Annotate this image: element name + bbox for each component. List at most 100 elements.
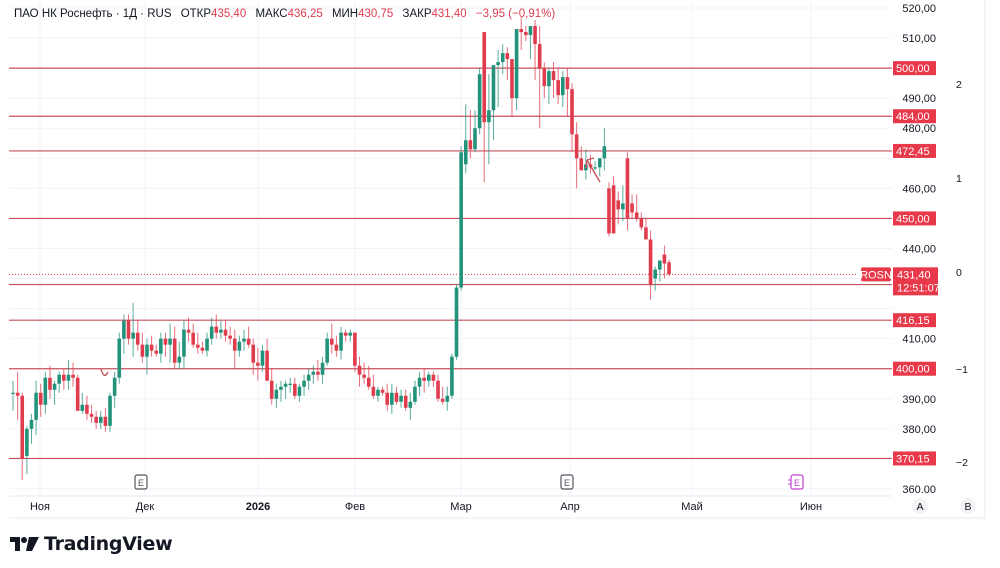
candle[interactable] <box>597 158 602 177</box>
candle[interactable] <box>131 302 135 357</box>
candle[interactable] <box>542 62 547 99</box>
symbol-name[interactable]: ПАО НК Роснефть <box>14 8 113 20</box>
earnings-event-icon[interactable]: E <box>788 474 804 490</box>
candle[interactable] <box>325 332 329 366</box>
candle[interactable] <box>496 50 500 108</box>
candle[interactable] <box>117 332 122 384</box>
candle[interactable] <box>265 338 269 381</box>
candle[interactable] <box>500 44 505 75</box>
candle[interactable] <box>293 377 297 399</box>
candle[interactable] <box>362 362 366 384</box>
candle[interactable] <box>394 386 399 405</box>
candle[interactable] <box>311 365 316 384</box>
candle[interactable] <box>251 338 256 375</box>
candle[interactable] <box>306 368 311 390</box>
candle[interactable] <box>191 323 195 348</box>
candle[interactable] <box>80 392 85 414</box>
candle[interactable] <box>454 284 459 360</box>
candle[interactable] <box>339 326 343 360</box>
candle[interactable] <box>519 17 523 51</box>
candle[interactable] <box>366 365 371 390</box>
candle[interactable] <box>533 20 537 81</box>
candle[interactable] <box>602 128 607 171</box>
candle[interactable] <box>634 194 639 222</box>
candle[interactable] <box>510 59 514 117</box>
candle[interactable] <box>302 374 306 396</box>
candle[interactable] <box>403 389 408 411</box>
candle[interactable] <box>85 395 89 420</box>
candle[interactable] <box>219 320 223 339</box>
candle[interactable] <box>639 212 644 231</box>
candle[interactable] <box>570 83 574 153</box>
candle[interactable] <box>390 383 394 414</box>
candle[interactable] <box>662 245 667 279</box>
candle[interactable] <box>154 344 159 357</box>
candle[interactable] <box>186 317 191 342</box>
candle[interactable] <box>168 323 172 363</box>
candle[interactable] <box>48 365 52 399</box>
horizontal-levels[interactable] <box>9 67 892 460</box>
candle[interactable] <box>108 392 112 432</box>
candle[interactable] <box>371 374 376 399</box>
candle[interactable] <box>34 380 38 435</box>
candle[interactable] <box>316 359 320 381</box>
candle[interactable] <box>422 368 426 393</box>
candle[interactable] <box>242 329 246 351</box>
candle[interactable] <box>399 389 403 408</box>
candle[interactable] <box>214 314 219 339</box>
candle[interactable] <box>103 407 108 432</box>
candle[interactable] <box>611 176 616 234</box>
candle[interactable] <box>616 191 621 225</box>
candle[interactable] <box>209 317 214 345</box>
candle[interactable] <box>528 26 533 60</box>
candle[interactable] <box>445 386 450 411</box>
candle[interactable] <box>29 413 34 444</box>
candle[interactable] <box>200 341 205 354</box>
candle[interactable] <box>112 371 117 408</box>
candle[interactable] <box>62 368 66 390</box>
candle[interactable] <box>177 341 182 369</box>
candle[interactable] <box>279 380 283 402</box>
candle[interactable] <box>320 356 325 384</box>
candle[interactable] <box>658 260 662 282</box>
candle[interactable] <box>334 335 339 357</box>
candle[interactable] <box>560 71 565 108</box>
candle[interactable] <box>122 314 126 354</box>
candle[interactable] <box>75 374 80 411</box>
candle[interactable] <box>274 383 279 408</box>
candle[interactable] <box>408 392 413 420</box>
drawing-annotations[interactable] <box>100 157 601 377</box>
candle[interactable] <box>232 329 237 369</box>
candle[interactable] <box>329 323 334 354</box>
candle[interactable] <box>482 32 487 183</box>
candle[interactable] <box>256 347 260 381</box>
candle[interactable] <box>459 146 463 291</box>
candle[interactable] <box>491 65 496 141</box>
candle[interactable] <box>487 74 491 165</box>
candle[interactable] <box>431 371 436 387</box>
candle[interactable] <box>505 47 510 81</box>
candle[interactable] <box>135 320 140 351</box>
candle[interactable] <box>260 344 265 372</box>
candle[interactable] <box>66 359 71 390</box>
candle[interactable] <box>630 194 634 219</box>
candle[interactable] <box>20 392 25 480</box>
candle[interactable] <box>246 326 251 348</box>
drawing-curve-annotation[interactable] <box>100 368 109 377</box>
candle[interactable] <box>228 326 232 345</box>
candle[interactable] <box>514 29 519 111</box>
candle[interactable] <box>237 335 242 357</box>
candle[interactable] <box>348 329 353 342</box>
candle[interactable] <box>159 332 163 363</box>
candle[interactable] <box>417 371 422 396</box>
candle[interactable] <box>57 371 61 393</box>
candle[interactable] <box>140 332 145 363</box>
candle[interactable] <box>71 362 75 387</box>
earnings-event-icon[interactable]: E <box>134 474 148 490</box>
candle[interactable] <box>25 425 29 474</box>
candle[interactable] <box>607 182 611 237</box>
candle[interactable] <box>625 152 630 231</box>
earnings-event-icon[interactable]: E <box>560 474 574 490</box>
candle[interactable] <box>288 377 292 393</box>
tradingview-logo[interactable]: TradingView <box>10 533 173 555</box>
